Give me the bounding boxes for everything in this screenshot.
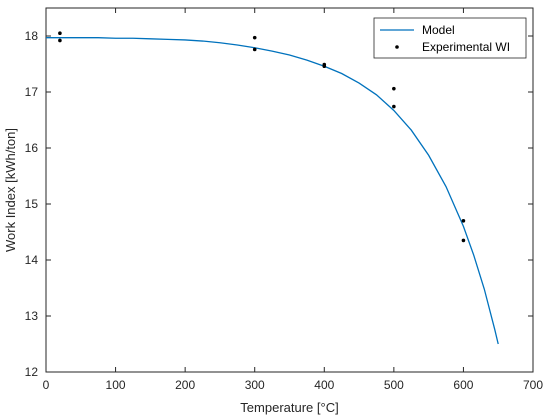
x-tick-label: 100 (106, 378, 126, 392)
series-layer (46, 31, 499, 345)
y-tick-label: 17 (25, 85, 39, 99)
y-tick-label: 15 (25, 197, 39, 211)
experimental-wi-point (58, 31, 62, 35)
y-tick-label: 13 (25, 309, 39, 323)
experimental-wi-point (461, 219, 466, 223)
x-tick-label: 500 (384, 378, 404, 392)
legend-experimental-marker-sample (395, 45, 399, 49)
experimental-wi-point (461, 238, 466, 243)
plot-area (45, 7, 534, 373)
experimental-wi-point (322, 64, 327, 69)
x-tick-label: 300 (245, 378, 265, 392)
legend: Model Experimental WI (373, 17, 527, 59)
model-curve-line (46, 37, 499, 345)
experimental-wi-point (252, 35, 257, 40)
y-axis-label: Work Index [kWh/ton] (3, 128, 18, 252)
x-tick-label: 600 (453, 378, 473, 392)
x-tick-label: 200 (175, 378, 195, 392)
experimental-wi-point (392, 104, 396, 109)
x-tick-label: 0 (43, 378, 50, 392)
y-tick-label: 18 (25, 29, 39, 43)
y-tick-label: 16 (25, 141, 39, 155)
x-tick-label: 700 (523, 378, 543, 392)
y-tick-label: 14 (25, 253, 39, 267)
axes-layer: 0 100 200 300 400 500 600 700 12 13 14 15 16 17 18 (25, 8, 543, 392)
x-axis-label: Temperature [°C] (240, 400, 338, 415)
legend-box (373, 17, 527, 59)
experimental-wi-point (252, 47, 257, 52)
legend-experimental-label: Experimental WI (422, 40, 510, 54)
experimental-wi-point (58, 38, 62, 43)
legend-model-label: Model (422, 23, 455, 37)
y-tick-label: 12 (25, 365, 39, 379)
experimental-wi-point (392, 86, 396, 91)
x-tick-label: 400 (314, 378, 334, 392)
